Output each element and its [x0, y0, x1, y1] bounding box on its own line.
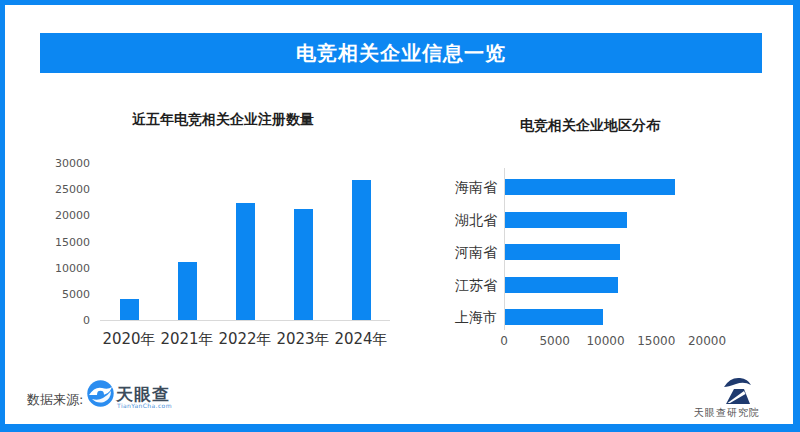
y-axis-tick-label: 15000	[38, 236, 90, 249]
x-axis-tick-label: 20000	[682, 334, 732, 348]
bar	[505, 277, 618, 293]
y-axis-category-label: 海南省	[435, 179, 497, 197]
y-axis-tick-label: 5000	[38, 288, 90, 301]
institute-wordmark: 天眼查研究院	[694, 406, 760, 420]
y-axis-category-label: 上海市	[435, 309, 497, 327]
x-axis-tick-label: 5000	[530, 334, 580, 348]
page-title: 电竞相关企业信息一览	[296, 40, 506, 67]
bar	[505, 179, 675, 195]
bar	[352, 180, 371, 320]
data-source-label: 数据来源:	[27, 391, 83, 409]
x-axis-tick-label: 10000	[581, 334, 631, 348]
bar	[178, 262, 197, 320]
y-axis-tick-label: 20000	[38, 209, 90, 222]
tianyancha-url-text: TianYanCha.com	[117, 402, 172, 409]
y-axis-category-label: 江苏省	[435, 277, 497, 295]
bar	[294, 209, 313, 320]
bar	[505, 244, 620, 260]
y-axis-tick-label: 0	[38, 314, 90, 327]
infographic-canvas: 电竞相关企业信息一览 近五年电竞相关企业注册数量 电竞相关企业地区分布 0500…	[0, 0, 800, 432]
tianyancha-institute-logo-icon	[714, 377, 758, 405]
left-chart-title: 近五年电竞相关企业注册数量	[132, 111, 314, 129]
bar	[505, 309, 603, 325]
y-axis-category-label: 湖北省	[435, 212, 497, 230]
bar	[505, 212, 627, 228]
bar	[120, 299, 139, 320]
y-axis-tick-label: 25000	[38, 183, 90, 196]
y-axis-tick-label: 10000	[38, 262, 90, 275]
page-title-banner: 电竞相关企业信息一览	[40, 33, 762, 73]
x-axis-tick-label: 0	[479, 334, 529, 348]
y-axis-tick-label: 30000	[38, 157, 90, 170]
y-axis-category-label: 河南省	[435, 244, 497, 262]
x-axis-category-label: 2024年	[326, 330, 396, 349]
bar	[236, 203, 255, 320]
x-axis-line	[100, 320, 390, 321]
tianyancha-eye-logo-icon	[87, 380, 114, 407]
right-chart-title: 电竞相关企业地区分布	[520, 117, 660, 135]
x-axis-tick-label: 15000	[631, 334, 681, 348]
